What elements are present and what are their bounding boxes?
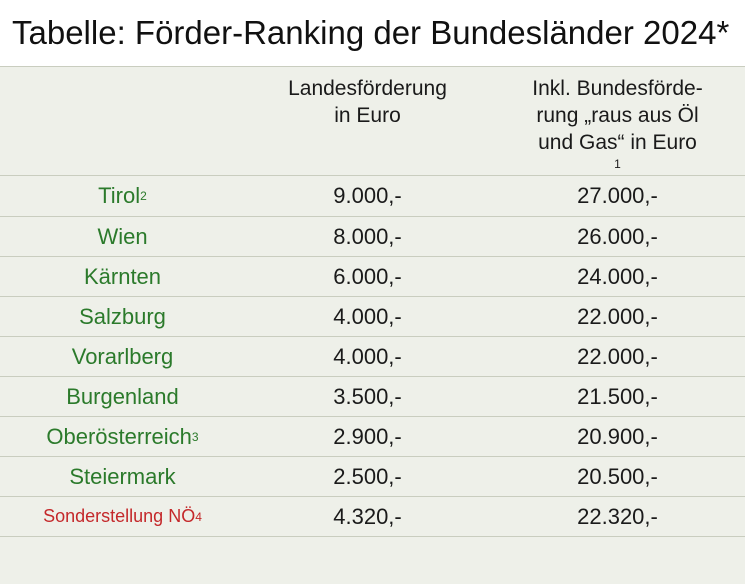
table-header-row: Landesförderung in Euro Inkl. Bundesförd… — [0, 67, 745, 176]
state-name-text: Wien — [97, 223, 148, 249]
table-row: Steiermark 2.500,- 20.500,- — [0, 457, 745, 497]
landes-value: 4.000,- — [333, 303, 402, 329]
table-row: Wien 8.000,- 26.000,- — [0, 217, 745, 257]
landes-value: 2.900,- — [333, 423, 402, 449]
bundes-value: 22.320,- — [577, 503, 658, 529]
header-state-column — [0, 67, 245, 175]
landes-value: 3.500,- — [333, 383, 402, 409]
bundes-value: 20.500,- — [577, 463, 658, 489]
landes-value: 2.500,- — [333, 463, 402, 489]
header-landesfoerderung: Landesförderung in Euro — [245, 67, 490, 175]
footnote-marker: 1 — [614, 157, 621, 171]
state-name: Burgenland — [0, 377, 245, 416]
state-name: Oberösterreich 3 — [46, 423, 199, 449]
header-bundesfoerderung-line2: rung „raus aus Öl — [536, 104, 699, 127]
bundes-value: 24.000,- — [577, 263, 658, 289]
bundes-value: 26.000,- — [577, 223, 658, 249]
state-name-text: Oberösterreich — [46, 423, 192, 449]
state-name: Salzburg — [0, 297, 245, 336]
header-landesfoerderung-line1: Landesförderung — [288, 77, 447, 100]
header-bundesfoerderung: Inkl. Bundesförde- rung „raus aus Öl und… — [490, 67, 745, 175]
state-name-text: Burgenland — [66, 383, 179, 409]
state-name-text: Steiermark — [69, 463, 176, 489]
state-name-text: Sonderstellung NÖ — [43, 506, 196, 526]
header-bundesfoerderung-line1: Inkl. Bundesförde- — [532, 77, 703, 100]
table-title: Tabelle: Förder-Ranking der Bundesländer… — [0, 0, 745, 66]
table-row: Tirol 2 9.000,- 27.000,- — [0, 176, 745, 217]
landes-value: 9.000,- — [333, 183, 402, 208]
landes-value: 6.000,- — [333, 263, 402, 289]
table-row: Vorarlberg 4.000,- 22.000,- — [0, 337, 745, 377]
state-name: Steiermark — [0, 457, 245, 496]
state-name: Tirol 2 — [98, 183, 147, 208]
table-row-special: Sonderstellung NÖ 4 4.320,- 22.320,- — [0, 497, 745, 537]
state-name: Wien — [0, 217, 245, 256]
header-bundesfoerderung-line3: und Gas“ in Euro 1 — [532, 129, 702, 183]
bundes-value: 22.000,- — [577, 303, 658, 329]
table-row: Kärnten 6.000,- 24.000,- — [0, 257, 745, 297]
landes-value: 4.320,- — [333, 503, 402, 529]
table-row: Salzburg 4.000,- 22.000,- — [0, 297, 745, 337]
table-row: Burgenland 3.500,- 21.500,- — [0, 377, 745, 417]
header-bundesfoerderung-line3-text: und Gas“ in Euro — [538, 131, 697, 154]
landes-value: 4.000,- — [333, 343, 402, 369]
state-name-text: Tirol — [98, 183, 141, 208]
bundes-value: 27.000,- — [577, 183, 658, 208]
state-name-text: Vorarlberg — [71, 343, 174, 369]
state-name: Sonderstellung NÖ 4 — [43, 506, 202, 526]
state-name: Kärnten — [0, 257, 245, 296]
bundes-value: 20.900,- — [577, 423, 658, 449]
bundes-value: 21.500,- — [577, 383, 658, 409]
state-name-text: Salzburg — [79, 303, 166, 329]
state-name: Vorarlberg — [0, 337, 245, 376]
ranking-table: Landesförderung in Euro Inkl. Bundesförd… — [0, 66, 745, 584]
table-row: Oberösterreich 3 2.900,- 20.900,- — [0, 417, 745, 457]
bundes-value: 22.000,- — [577, 343, 658, 369]
state-name-text: Kärnten — [83, 263, 162, 289]
landes-value: 8.000,- — [333, 223, 402, 249]
header-landesfoerderung-line2: in Euro — [334, 104, 401, 127]
